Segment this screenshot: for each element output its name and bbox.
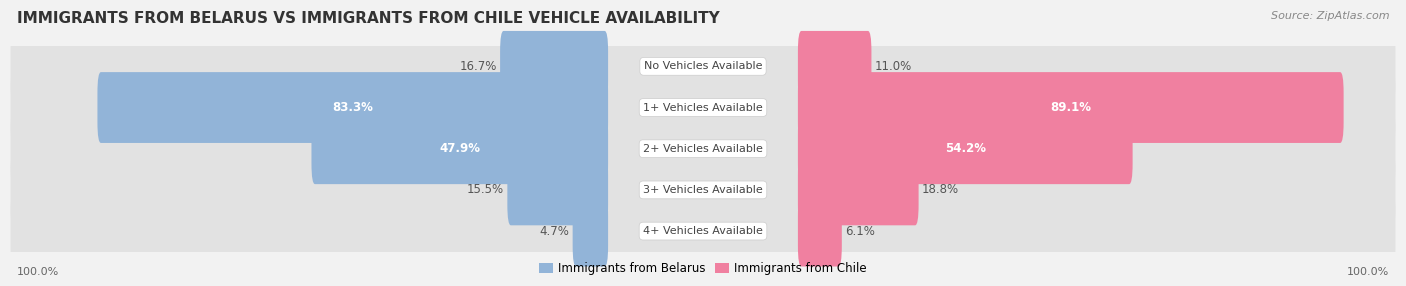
Text: 2+ Vehicles Available: 2+ Vehicles Available: [643, 144, 763, 154]
FancyBboxPatch shape: [572, 196, 609, 267]
Text: 4.7%: 4.7%: [540, 225, 569, 238]
Text: 15.5%: 15.5%: [467, 183, 503, 196]
Text: 100.0%: 100.0%: [17, 267, 59, 277]
FancyBboxPatch shape: [10, 111, 1395, 186]
Text: 11.0%: 11.0%: [875, 60, 912, 73]
Text: Source: ZipAtlas.com: Source: ZipAtlas.com: [1271, 11, 1389, 21]
Text: No Vehicles Available: No Vehicles Available: [644, 61, 762, 71]
FancyBboxPatch shape: [10, 29, 1395, 104]
Text: 6.1%: 6.1%: [845, 225, 875, 238]
Legend: Immigrants from Belarus, Immigrants from Chile: Immigrants from Belarus, Immigrants from…: [534, 258, 872, 280]
FancyBboxPatch shape: [799, 154, 918, 225]
Text: 16.7%: 16.7%: [460, 60, 496, 73]
FancyBboxPatch shape: [10, 193, 1395, 269]
FancyBboxPatch shape: [799, 113, 1133, 184]
Text: 47.9%: 47.9%: [439, 142, 481, 155]
FancyBboxPatch shape: [501, 31, 609, 102]
Text: IMMIGRANTS FROM BELARUS VS IMMIGRANTS FROM CHILE VEHICLE AVAILABILITY: IMMIGRANTS FROM BELARUS VS IMMIGRANTS FR…: [17, 11, 720, 26]
FancyBboxPatch shape: [312, 113, 609, 184]
Text: 3+ Vehicles Available: 3+ Vehicles Available: [643, 185, 763, 195]
Text: 18.8%: 18.8%: [922, 183, 959, 196]
FancyBboxPatch shape: [799, 31, 872, 102]
Text: 100.0%: 100.0%: [1347, 267, 1389, 277]
FancyBboxPatch shape: [799, 196, 842, 267]
FancyBboxPatch shape: [10, 152, 1395, 228]
FancyBboxPatch shape: [10, 70, 1395, 145]
Text: 89.1%: 89.1%: [1050, 101, 1091, 114]
Text: 1+ Vehicles Available: 1+ Vehicles Available: [643, 103, 763, 112]
Text: 83.3%: 83.3%: [332, 101, 373, 114]
Text: 4+ Vehicles Available: 4+ Vehicles Available: [643, 226, 763, 236]
FancyBboxPatch shape: [97, 72, 609, 143]
Text: 54.2%: 54.2%: [945, 142, 986, 155]
FancyBboxPatch shape: [508, 154, 609, 225]
FancyBboxPatch shape: [799, 72, 1344, 143]
